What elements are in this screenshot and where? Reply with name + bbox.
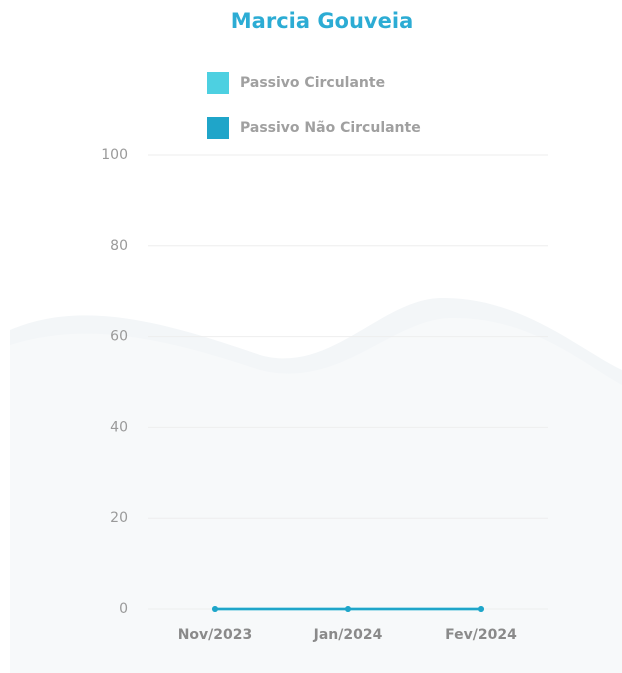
- x-tick-label: Nov/2023: [178, 627, 253, 643]
- point: [478, 606, 484, 612]
- point: [345, 606, 351, 612]
- y-tick-label: 60: [110, 329, 128, 345]
- chart-title: Marcia Gouveia: [231, 9, 413, 33]
- legend-swatch: [207, 117, 229, 139]
- y-tick-label: 0: [119, 601, 128, 617]
- y-tick-label: 20: [110, 510, 128, 526]
- y-tick-label: 40: [110, 419, 128, 435]
- y-tick-label: 80: [110, 238, 128, 254]
- legend-label: Passivo Circulante: [240, 75, 385, 91]
- point: [212, 606, 218, 612]
- background-wave: [10, 317, 622, 673]
- y-tick-label: 100: [101, 147, 128, 163]
- x-tick-label: Fev/2024: [445, 627, 517, 643]
- legend-label: Passivo Não Circulante: [240, 120, 421, 136]
- x-tick-label: Jan/2024: [313, 627, 383, 643]
- legend-swatch: [207, 72, 229, 94]
